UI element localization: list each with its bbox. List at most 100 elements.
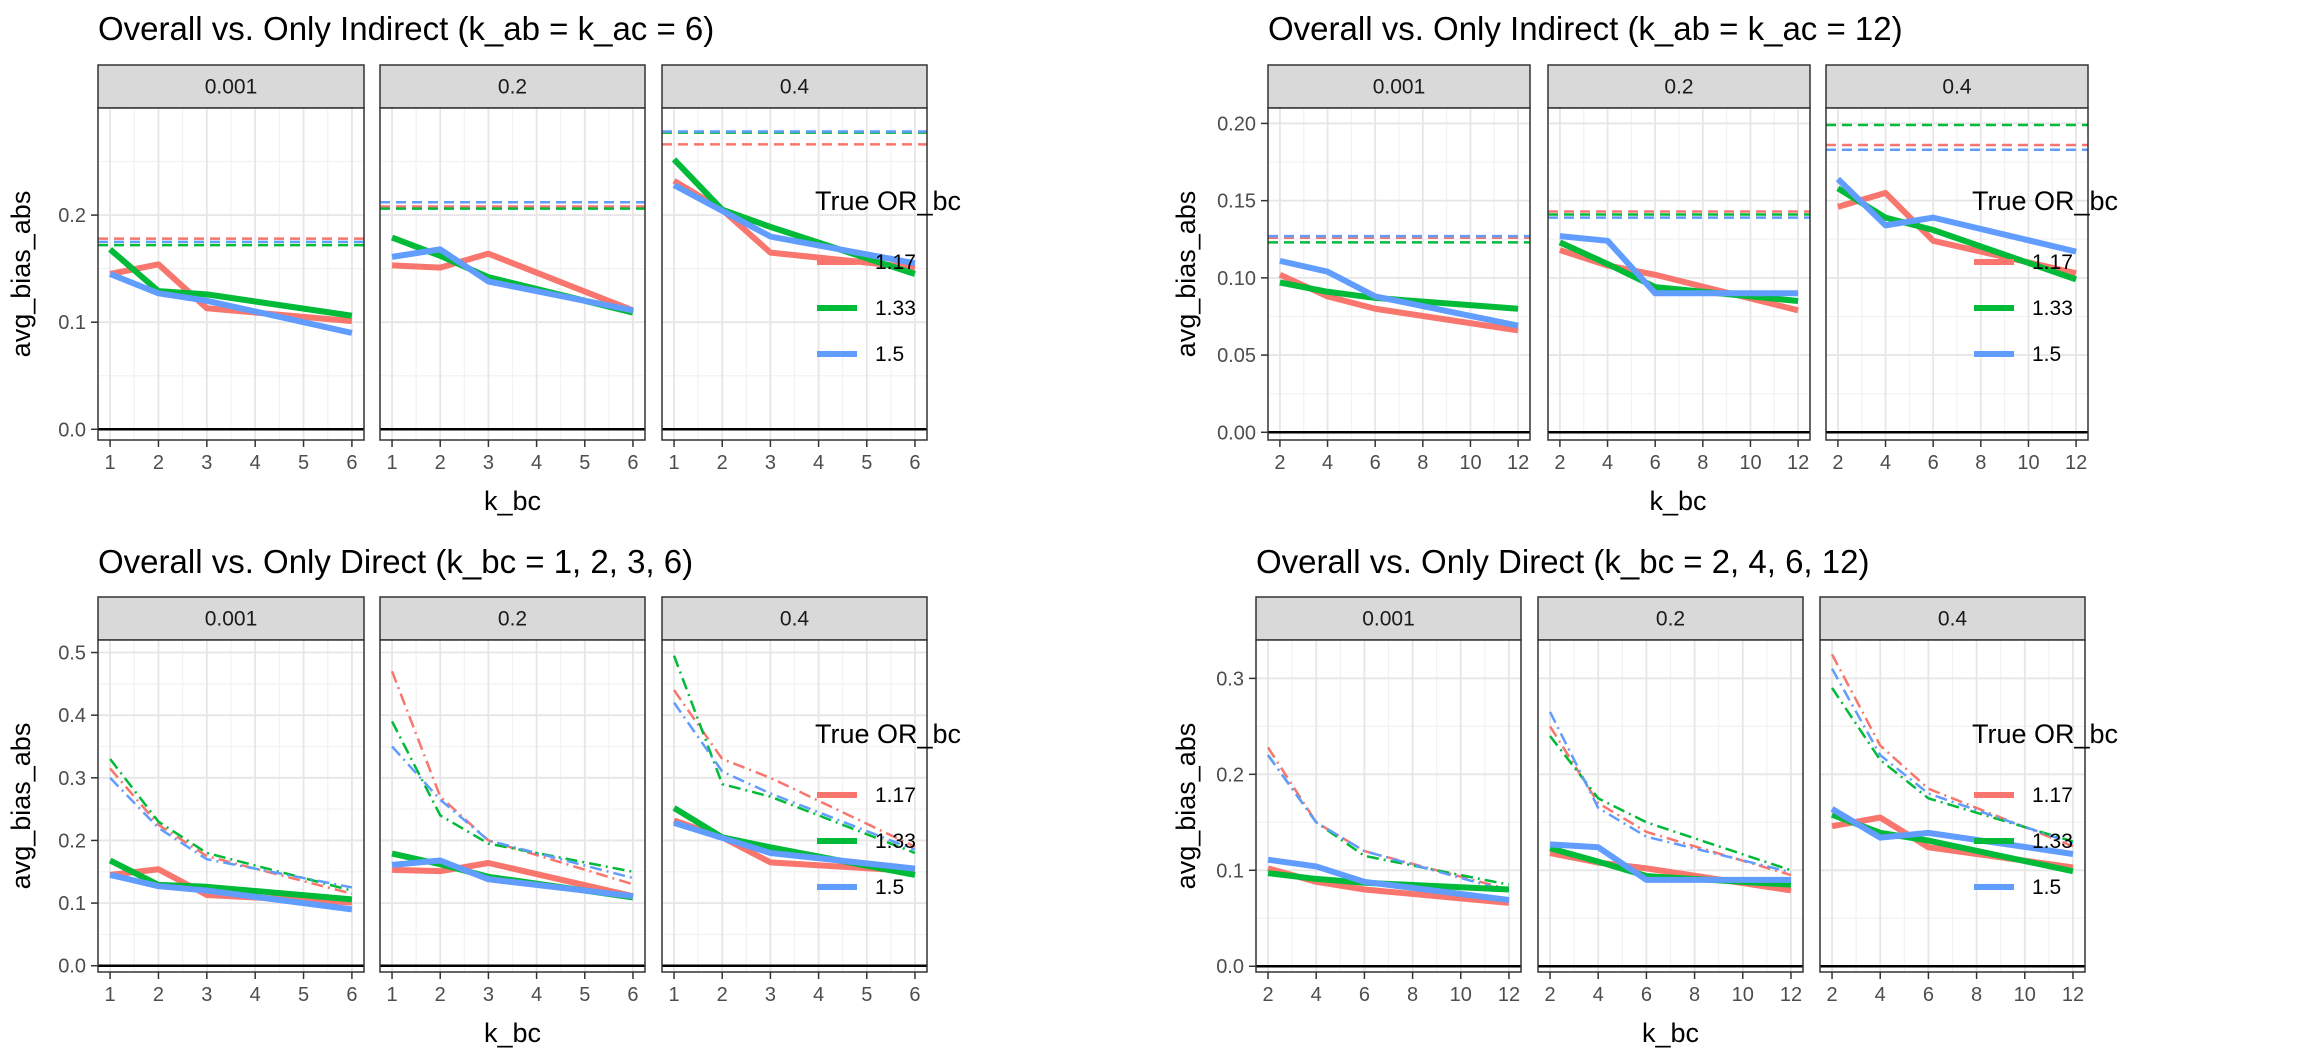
y-tick-label: 0.15 [1217,191,1256,213]
legend-label-1_17: 1.17 [875,784,916,807]
facet-strip [661,596,928,641]
chart-title: Overall vs. Only Indirect (k_ab = k_ac =… [98,10,714,47]
direct-series-1_5 [109,776,353,889]
direct-series-1_5 [673,701,916,852]
x-tick-label: 5 [298,984,309,1006]
facet-strip-label: 0.4 [1942,76,1972,99]
direct-series-1_5 [1267,754,1510,893]
legend-label-1_5: 1.5 [875,343,904,366]
direct-series-1_17 [390,670,634,886]
x-tick-label: 3 [483,984,494,1006]
y-tick-label: 0.3 [1216,668,1244,690]
x-tick-label: 8 [1689,984,1700,1006]
x-tick-label: 4 [1593,984,1604,1006]
facet-strip-label: 0.4 [1938,608,1968,631]
facet-strip [1547,64,1811,109]
x-tick-label: 4 [813,984,824,1006]
facet-panel-0_001: 0.001 1 2 3 4 5 6 0.0 0.1 0.2 [58,64,365,474]
x-tick-label: 12 [1498,984,1520,1006]
x-tick-label: 10 [2014,984,2036,1006]
x-tick-label: 2 [717,452,728,474]
x-axis-title: k_bc [1649,486,1706,516]
chart-title: Overall vs. Only Direct (k_bc = 1, 2, 3,… [98,543,693,580]
overall-series-1_33 [108,247,353,319]
overall-series-1_33 [1279,279,1519,312]
x-tick-label: 8 [1407,984,1418,1006]
x-tick-label: 1 [386,452,397,474]
panel-border [1255,639,1522,973]
y-tick-label: 0.1 [58,312,86,334]
facet-strip-label: 0.001 [205,608,258,631]
y-tick-label: 0.2 [1216,764,1244,786]
facet-panel-0_4: 0.4 2 4 6 8 10 12 [1819,596,2086,1006]
facet-panel-0_001: 0.001 2 4 6 8 10 12 0.0 0.1 0.2 0.3 [1216,596,1522,1006]
legend-title: True OR_bc [815,186,961,216]
legend-label-1_17: 1.17 [2032,784,2073,807]
panel-border [1537,639,1804,973]
x-tick-label: 4 [1602,452,1613,474]
x-tick-label: 2 [1262,984,1273,1006]
y-tick-label: 0.0 [58,956,86,978]
facet-strip-label: 0.2 [1664,76,1693,99]
x-tick-label: 2 [435,452,446,474]
facet-panel-0_4: 0.4 1 2 3 4 5 6 [661,596,928,1006]
x-tick-label: 4 [1311,984,1322,1006]
x-tick-label: 6 [627,984,638,1006]
x-tick-label: 5 [579,984,590,1006]
overall-series-1_33 [1267,870,1510,893]
x-tick-label: 3 [201,452,212,474]
x-tick-label: 1 [105,452,116,474]
panel-border [97,639,365,973]
x-tick-label: 8 [1971,984,1982,1006]
y-tick-label: 0.2 [58,830,86,852]
direct-series-1_17 [673,689,916,848]
x-tick-label: 2 [153,452,164,474]
direct-series-1_17 [109,767,353,895]
x-tick-label: 2 [153,984,164,1006]
facet-panel-0_2: 0.2 1 2 3 4 5 6 [379,596,646,1006]
y-axis-title: avg_bias_abs [6,191,36,358]
y-axis-title: avg_bias_abs [6,723,36,890]
facet-strip [1255,596,1522,641]
chart-title: Overall vs. Only Direct (k_bc = 2, 4, 6,… [1256,543,1869,580]
facet-strip [379,596,646,641]
panel-border [661,107,928,441]
panel-border [97,107,365,441]
facet-panel-0_4: 0.4 2 4 6 8 10 12 [1825,64,2089,474]
overall-series-1_5 [673,820,916,872]
direct-series-1_33 [1549,735,1792,872]
direct-series-1_5 [1548,711,1792,874]
legend-title: True OR_bc [815,719,961,749]
y-tick-label: 0.0 [58,419,86,441]
x-tick-label: 2 [717,984,728,1006]
legend-label-1_33: 1.33 [2032,830,2073,853]
x-tick-label: 2 [1554,452,1565,474]
legend-label-1_5: 1.5 [2032,343,2061,366]
y-axis-title: avg_bias_abs [1171,191,1201,358]
y-tick-label: 0.20 [1217,113,1256,135]
panel-border [1825,107,2089,441]
x-tick-label: 5 [861,452,872,474]
x-tick-label: 4 [531,452,542,474]
x-axis-title: k_bc [1642,1018,1699,1048]
y-tick-label: 0.1 [58,893,86,915]
facet-strip-label: 0.4 [780,608,810,631]
x-tick-label: 3 [483,452,494,474]
x-tick-label: 6 [346,452,357,474]
x-tick-label: 5 [861,984,872,1006]
x-tick-label: 10 [1450,984,1472,1006]
x-tick-label: 1 [386,984,397,1006]
facet-strip-label: 0.001 [1373,76,1426,99]
facet-panel-0_001: 0.001 2 4 6 8 10 12 0.00 0.05 0.10 0.15 0.20 [1217,64,1531,474]
legend-label-1_5: 1.5 [875,876,904,899]
y-tick-label: 0.0 [1216,956,1244,978]
facet-strip-label: 0.2 [498,608,527,631]
panel-border [661,639,928,973]
direct-series-1_5 [1830,668,2074,845]
y-tick-label: 0.5 [58,643,86,665]
facet-panel-0_2: 0.2 1 2 3 4 5 6 [379,64,646,474]
x-tick-label: 10 [1732,984,1754,1006]
direct-series-1_5 [391,745,634,880]
x-tick-label: 2 [1544,984,1555,1006]
